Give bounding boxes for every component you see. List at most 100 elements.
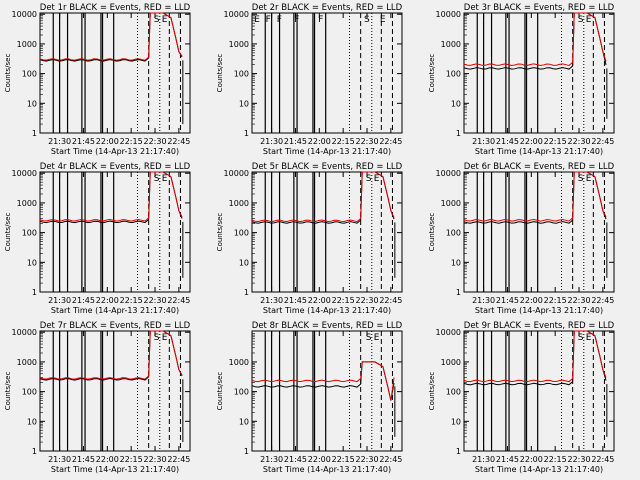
panel-2: 1 10 100 1000 10000 21:30 21:45 22:00 22:15 22:30… <box>216 3 403 156</box>
x-tick-label: 22:45 <box>591 296 614 305</box>
y-tick-label: 100 <box>446 70 461 79</box>
x-axis-label: Start Time (14-Apr-13 21:17:40) <box>263 306 391 315</box>
y-tick-label: 10000 <box>12 328 37 337</box>
x-tick-label: 21:30 <box>48 137 71 146</box>
y-tick-label: 1 <box>456 288 461 297</box>
x-tick-label: 22:30 <box>143 137 166 146</box>
marker-label: S <box>364 15 370 25</box>
y-tick-label: 1000 <box>441 199 461 208</box>
x-tick-label: 22:30 <box>567 137 590 146</box>
y-tick-label: 10000 <box>224 169 249 178</box>
y-tick-label: 10 <box>27 99 37 108</box>
marker-label: S <box>154 333 160 343</box>
y-tick-label: 10 <box>451 99 461 108</box>
y-axis-label: Counts/sec <box>428 372 436 411</box>
y-tick-label: 10 <box>239 258 249 267</box>
y-axis-label: Counts/sec <box>216 54 224 93</box>
x-tick-label: 21:30 <box>472 455 495 464</box>
x-tick-label: 22:45 <box>167 296 190 305</box>
x-tick-label: 21:45 <box>72 137 95 146</box>
x-axis-label: Start Time (14-Apr-13 21:17:40) <box>475 147 603 156</box>
marker-label: S <box>578 174 584 184</box>
marker-label: E <box>586 333 592 343</box>
x-tick-label: 22:00 <box>308 455 331 464</box>
x-tick-label: 22:15 <box>544 455 567 464</box>
y-tick-label: 1000 <box>17 199 37 208</box>
x-axis-label: Start Time (14-Apr-13 21:17:40) <box>51 147 179 156</box>
y-tick-label: 10000 <box>12 169 37 178</box>
marker-label: F <box>266 15 271 25</box>
y-tick-label: 1000 <box>441 40 461 49</box>
x-tick-label: 21:45 <box>496 455 519 464</box>
x-tick-label: 22:30 <box>355 455 378 464</box>
x-tick-label: 22:45 <box>379 296 402 305</box>
x-tick-label: 22:15 <box>544 137 567 146</box>
panel-7: 1 10 100 1000 10000 21:30 21:45 22:00 22:15 22:30… <box>4 321 191 474</box>
x-axis-label: Start Time (14-Apr-13 21:17:40) <box>475 465 603 474</box>
y-tick-label: 10 <box>27 258 37 267</box>
marker-label: E <box>162 15 168 25</box>
events-series <box>39 171 183 224</box>
y-tick-label: 1000 <box>17 40 37 49</box>
y-tick-label: 100 <box>234 388 249 397</box>
x-tick-label: 21:45 <box>72 296 95 305</box>
plot-frame <box>39 12 191 134</box>
panel-title: Det 6r BLACK = Events, RED = LLD <box>464 162 615 172</box>
marker-label: E <box>586 174 592 184</box>
x-tick-label: 22:00 <box>520 137 543 146</box>
x-tick-label: 22:00 <box>96 137 119 146</box>
events-series <box>463 171 607 224</box>
panel-title: Det 3r BLACK = Events, RED = LLD <box>464 3 615 13</box>
y-tick-label: 1 <box>244 447 249 456</box>
y-tick-label: 1000 <box>441 358 461 367</box>
x-tick-label: 21:45 <box>496 296 519 305</box>
x-tick-label: 22:30 <box>143 296 166 305</box>
x-tick-label: 22:15 <box>120 296 143 305</box>
marker-label: S <box>366 174 372 184</box>
x-tick-label: 21:30 <box>260 137 283 146</box>
plot-frame <box>251 12 403 134</box>
plot-frame <box>39 171 191 293</box>
x-tick-label: 21:30 <box>472 296 495 305</box>
y-tick-label: 1 <box>244 288 249 297</box>
marker-label: E <box>374 174 380 184</box>
y-tick-label: 1000 <box>229 40 249 49</box>
y-tick-label: 10000 <box>224 10 249 19</box>
x-tick-label: 22:00 <box>96 455 119 464</box>
y-tick-label: 10 <box>239 99 249 108</box>
panel-title: Det 4r BLACK = Events, RED = LLD <box>40 162 191 172</box>
y-tick-label: 100 <box>22 388 37 397</box>
lld-series <box>39 330 183 380</box>
events-series <box>251 171 395 224</box>
y-axis-label: Counts/sec <box>216 372 224 411</box>
y-tick-label: 100 <box>446 229 461 238</box>
x-tick-label: 22:30 <box>355 296 378 305</box>
x-tick-label: 22:00 <box>308 137 331 146</box>
x-tick-label: 21:30 <box>48 455 71 464</box>
y-tick-label: 100 <box>446 388 461 397</box>
x-axis-label: Start Time (14-Apr-13 21:17:40) <box>263 465 391 474</box>
marker-label: F <box>318 15 323 25</box>
plot-frame <box>39 330 191 452</box>
x-tick-label: 21:30 <box>472 137 495 146</box>
x-tick-label: 22:15 <box>120 455 143 464</box>
y-tick-label: 10000 <box>436 328 461 337</box>
y-tick-label: 1 <box>32 129 37 138</box>
plot-frame <box>463 12 615 134</box>
marker-label: S <box>366 333 372 343</box>
y-tick-label: 100 <box>22 70 37 79</box>
x-tick-label: 21:45 <box>284 137 307 146</box>
marker-label: E <box>586 15 592 25</box>
y-tick-label: 10000 <box>12 10 37 19</box>
x-tick-label: 21:30 <box>48 296 71 305</box>
y-tick-label: 1000 <box>229 199 249 208</box>
panel-title: Det 7r BLACK = Events, RED = LLD <box>40 321 191 331</box>
y-tick-label: 100 <box>22 229 37 238</box>
y-tick-label: 1 <box>32 447 37 456</box>
marker-label: E <box>380 15 386 25</box>
marker-label: F <box>294 15 299 25</box>
y-axis-label: Counts/sec <box>4 54 12 93</box>
x-tick-label: 22:00 <box>520 455 543 464</box>
panel-3: 1 10 100 1000 10000 21:30 21:45 22:00 22:15 22:30… <box>428 3 615 156</box>
lld-series <box>463 330 607 383</box>
